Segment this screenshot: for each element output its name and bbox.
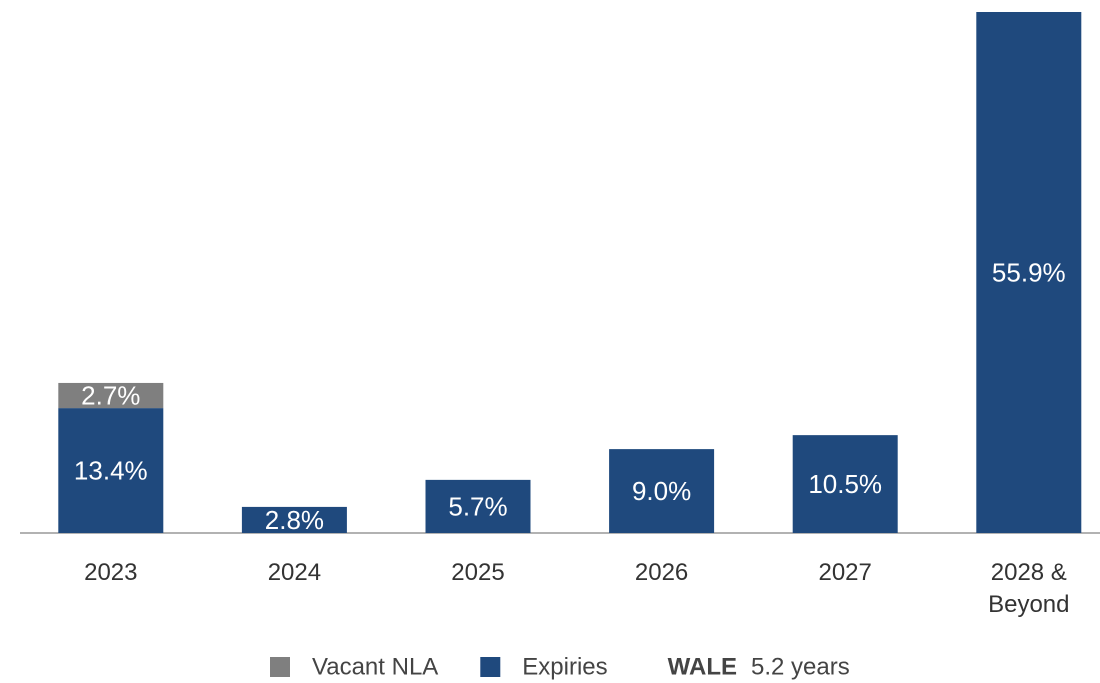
legend-swatch (480, 657, 501, 677)
data-label: 5.7% (448, 491, 507, 521)
data-label: 9.0% (632, 476, 691, 506)
data-label: 55.9% (992, 257, 1066, 287)
bar-segment (58, 408, 164, 533)
data-label: 2.7% (81, 380, 140, 410)
data-label: 10.5% (808, 469, 882, 499)
bar-segment (241, 506, 347, 533)
data-label: 13.4% (74, 455, 148, 485)
x-tick-label: 2028 & Beyond (988, 559, 1070, 618)
x-tick-label: 2024 (267, 559, 322, 586)
wale-label: WALE (668, 653, 737, 680)
wale-value: 5.2 years (751, 653, 850, 680)
bar-segment (609, 449, 715, 533)
x-tick-label: 2023 (84, 559, 138, 586)
data-label: 2.8% (265, 505, 324, 535)
bar-segment (425, 479, 531, 533)
x-tick-label: 2025 (451, 559, 505, 586)
legend-label: Expiries (522, 653, 607, 680)
bar-segment (976, 12, 1082, 533)
legend-label: Vacant NLA (312, 653, 438, 680)
x-tick-label: 2027 (818, 559, 872, 586)
bar-segment (792, 435, 898, 533)
legend-swatch (270, 657, 290, 677)
bar-segment (58, 382, 164, 409)
x-tick-label: 2026 (634, 559, 689, 586)
